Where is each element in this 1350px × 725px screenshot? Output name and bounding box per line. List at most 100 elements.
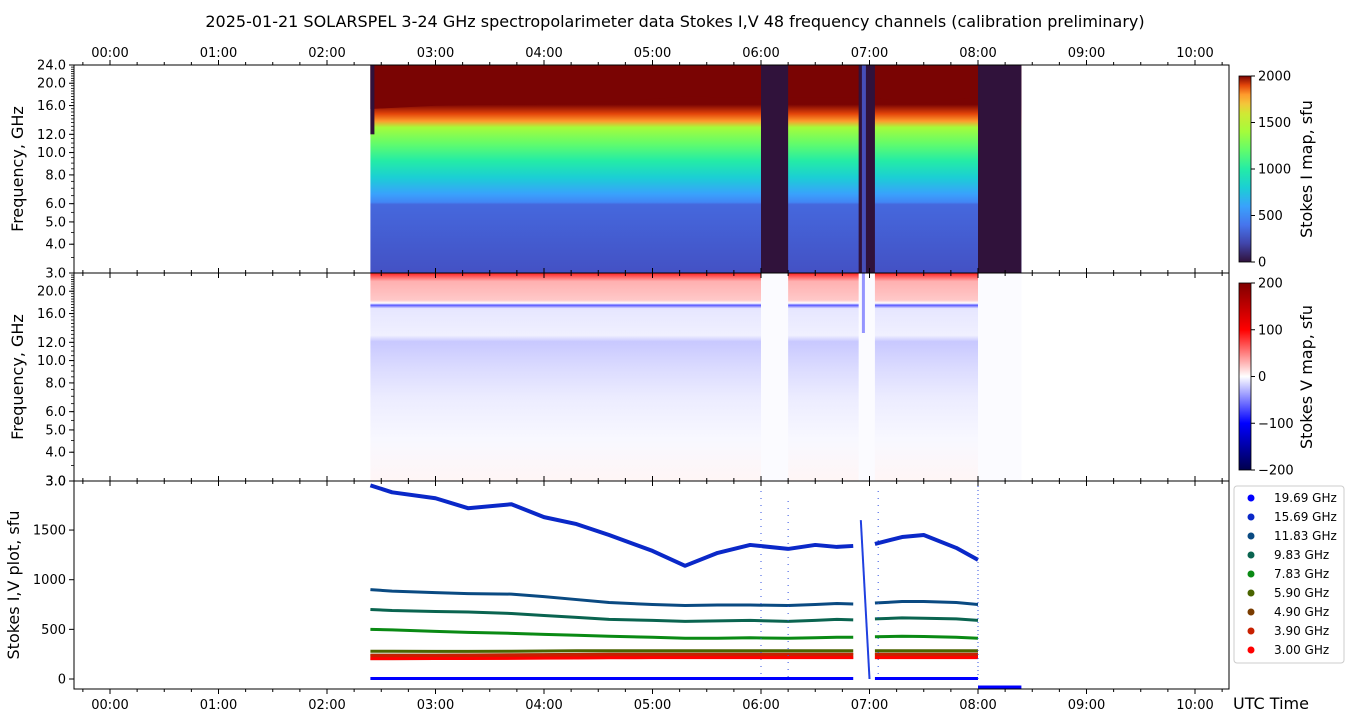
stokes-v-data-gap [761,273,789,481]
y-tick-label: 3.0 [45,475,66,490]
stokes-i-start-edge [370,65,375,135]
colorbar-tick-label: 200 [1258,277,1283,292]
colorbar-tick-label: 1500 [1258,116,1291,131]
colorbar-tick-label: 0 [1258,370,1266,385]
y-tick-label: 0 [58,673,66,688]
x-tick-label: 10:00 [1176,698,1213,713]
stokes-v-ylabel: Frequency, GHz [8,314,27,440]
x-tick-label: 04:00 [525,46,562,61]
stokes-v-spectrum [370,273,978,481]
legend-label: 3.90 GHz [1274,624,1329,638]
series-line-3-90-GHz [370,652,854,661]
x-tick-label: 06:00 [742,698,779,713]
x-tick-label: 01:00 [200,46,237,61]
y-tick-label: 4.0 [45,446,66,461]
y-tick-label: 5.0 [45,423,66,438]
y-tick-label: 16.0 [37,99,66,114]
stokes-v-colorbar [1238,282,1252,471]
y-tick-label: 20.0 [37,285,66,300]
stokes-i-map-panel: 00:00 01:00 02:00 03:00 04:00 05:00 06:00 07:00… [37,46,1230,282]
legend-marker [1247,589,1255,597]
y-tick-label: 8.0 [45,376,66,391]
legend-label: 11.83 GHz [1274,529,1337,543]
series-line-5-90-GHz [370,649,854,653]
legend-label: 15.69 GHz [1274,510,1337,524]
legend-marker [1247,646,1255,654]
legend-entries: 19.69 GHz 15.69 GHz 11.83 GHz 9.83 GHz 7.83 … [1247,491,1337,657]
stokes-i-ylabel: Frequency, GHz [8,106,27,232]
x-tick-label: 09:00 [1068,46,1105,61]
stokes-i-saturated-region [370,65,978,110]
series-line-15-69-GHz [369,483,854,568]
x-tick-label: 06:00 [742,46,779,61]
y-tick-label: 24.0 [37,59,66,74]
series-line-9-83-GHz [370,607,854,623]
series-line-7-83-GHz [874,634,979,640]
legend-label: 5.90 GHz [1274,586,1329,600]
y-tick-label: 4.0 [45,238,66,253]
stokes-i-data-gap [761,65,789,273]
x-tick-label: 10:00 [1176,46,1213,61]
y-tick-label: 8.0 [45,168,66,183]
colorbar-tick-label: −100 [1258,417,1294,432]
legend [1233,485,1345,664]
y-tick-label: 5.0 [45,215,66,230]
stokes-i-data-gap [978,65,1022,273]
y-tick-label: 12.0 [37,336,66,351]
x-tick-label: 03:00 [417,46,454,61]
y-tick-label: 1500 [33,524,66,539]
x-tick-label: 03:00 [417,698,454,713]
transient-decay [859,520,871,680]
axes-frame [73,480,1230,690]
series-line-7-83-GHz [370,627,854,640]
y-tick-label: 10.0 [37,146,66,161]
x-tick-label: 08:00 [959,46,996,61]
y-tick-label: 10.0 [37,354,66,369]
x-tick-label: 07:00 [851,46,888,61]
series-line-3-00-GHz [370,656,854,661]
figure-title: 2025-01-21 SOLARSPEL 3-24 GHz spectropol… [205,12,1144,31]
colorbar-tick-label: 2000 [1258,70,1291,85]
legend-marker [1247,532,1255,540]
colorbar-tick-label: 500 [1258,209,1283,224]
x-tick-label: 08:00 [959,698,996,713]
series-line-15-69-GHz [874,533,979,562]
stokes-v-transient [861,273,865,333]
series-line-11-83-GHz [370,588,854,608]
legend-marker [1247,608,1255,616]
legend-label: 19.69 GHz [1274,491,1337,505]
y-tick-label: 3.0 [45,475,66,490]
x-tick-label: 09:00 [1068,698,1105,713]
stokes-iv-plot-panel: 00:00 01:00 02:00 03:00 04:00 05:00 06:00 07:00… [33,480,1230,713]
y-tick-label: 1000 [33,573,66,588]
x-tick-label: 00:00 [91,698,128,713]
stokes-i-colorbar [1238,75,1252,263]
legend-label: 7.83 GHz [1274,567,1329,581]
x-tick-label: 02:00 [308,46,345,61]
stokes-v-map-panel: 3.04.05.06.08.010.012.016.020.03.0 [37,272,1230,490]
series-line-9-83-GHz [874,616,979,622]
legend-marker [1247,570,1255,578]
legend-label: 9.83 GHz [1274,548,1329,562]
stokes-v-colorbar-ticks: −200 −100 0 100 200 [1251,277,1294,479]
stokes-v-data-gap [978,273,1022,481]
stokes-v-colorbar-label: Stokes V map, sfu [1297,305,1316,449]
stokes-i-transient [861,65,866,273]
stokes-i-colorbar-ticks: 0 500 1000 1500 2000 [1251,70,1291,271]
y-tick-label: 6.0 [45,405,66,420]
x-tick-label: 02:00 [308,698,345,713]
colorbar-tick-label: 0 [1258,256,1266,271]
y-tick-label: 16.0 [37,307,66,322]
legend-label: 3.00 GHz [1274,643,1329,657]
x-tick-label: 00:00 [91,46,128,61]
x-tick-label: 01:00 [200,698,237,713]
colorbar-tick-label: 100 [1258,323,1283,338]
y-tick-label: 500 [41,623,66,638]
stokes-v-data-gap [858,273,875,481]
stokes-iv-ylabel: Stokes I,V plot, sfu [4,511,23,660]
stokes-i-data-gap [858,65,875,273]
legend-marker [1247,627,1255,635]
colorbar-tick-label: 1000 [1258,163,1291,178]
y-tick-label: 12.0 [37,128,66,143]
